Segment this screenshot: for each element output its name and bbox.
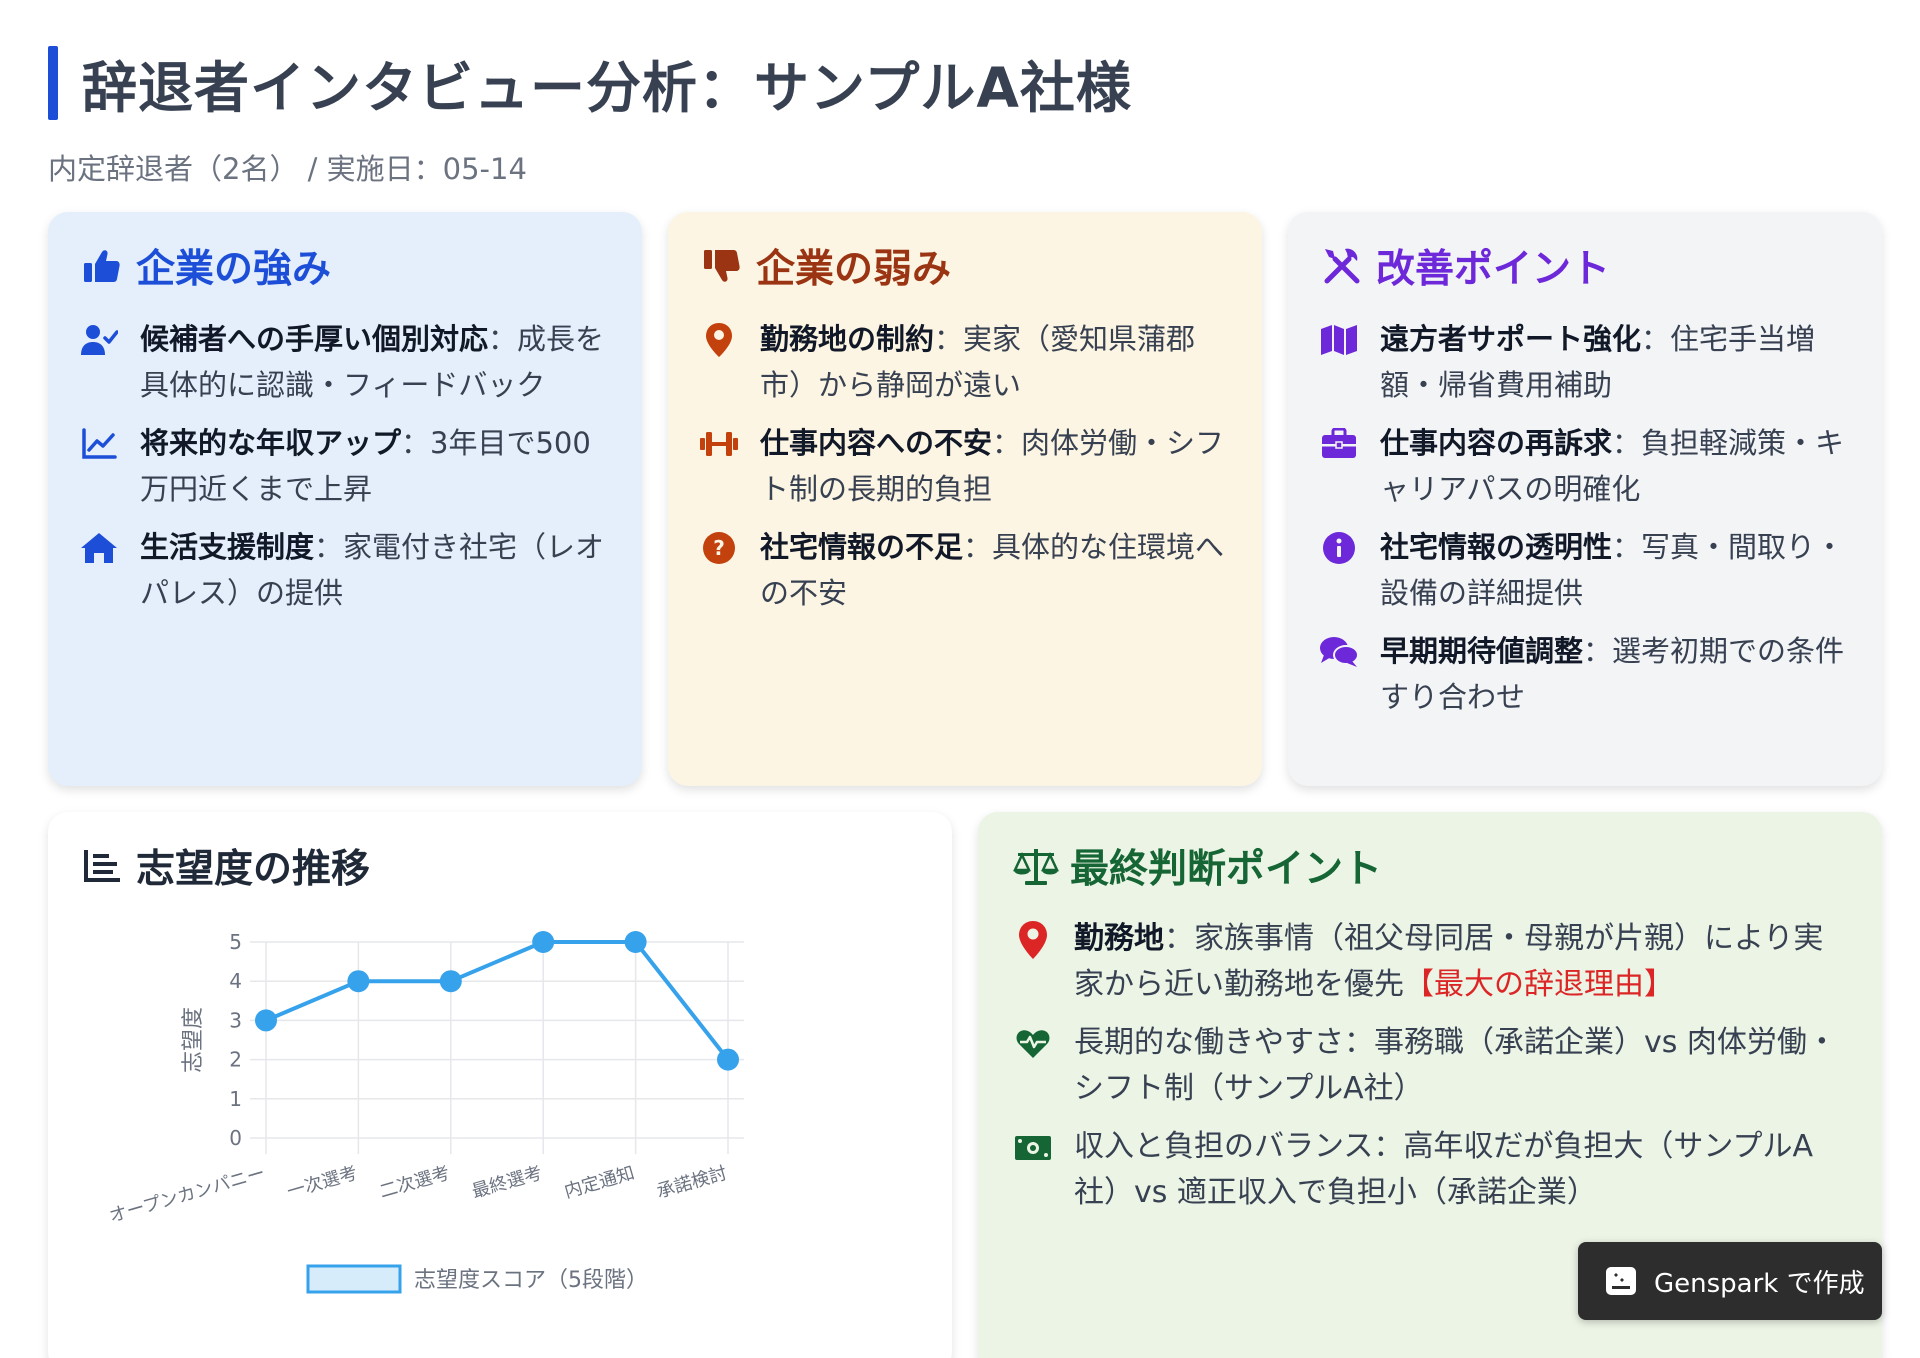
weaknesses-card-title: 企業の弱み bbox=[698, 238, 1232, 294]
weaknesses-list: 勤務地の制約：実家（愛知県蒲郡市）から静岡が遠い 仕事内容への不安：肉体労働・シ… bbox=[698, 316, 1232, 616]
briefcase-icon bbox=[1318, 423, 1360, 465]
money-bill-icon bbox=[1012, 1127, 1054, 1169]
x-tick-label: 最終選考 bbox=[470, 1163, 545, 1203]
line-chart: 0 1 2 3 4 5 オープンカンパニー 一次選考 二次選考 最終選考 内定通知 承諾検討 志望度志望… bbox=[107, 930, 744, 1294]
thumbs-up-icon bbox=[78, 242, 126, 290]
page-subtitle: 内定辞退者（2名） / 実施日：05-14 bbox=[48, 152, 527, 186]
data-point bbox=[255, 1009, 277, 1032]
home-icon bbox=[78, 527, 120, 569]
final-list: 勤務地：家族事情（祖父母同居・母親が片親）により実家から近い勤務地を優先【最大の… bbox=[1012, 916, 1848, 1216]
data-point bbox=[532, 931, 555, 953]
chart-card-title: 志望度の推移 bbox=[78, 838, 922, 894]
genspark-icon bbox=[1606, 1267, 1636, 1295]
list-item-text: 仕事内容の再訴求：負担軽減策・キャリアパスの明確化 bbox=[1380, 426, 1845, 506]
list-item-text: 勤務地：家族事情（祖父母同居・母親が片親）により実家から近い勤務地を優先【最大の… bbox=[1074, 921, 1824, 1002]
list-item: 収入と負担のバランス：高年収だが負担大（サンプルA社）vs 適正収入で負担小（承… bbox=[1012, 1124, 1848, 1216]
chart-title-text: 志望度の推移 bbox=[136, 847, 371, 892]
data-point bbox=[717, 1048, 739, 1071]
x-tick-label: オープンカンパニー bbox=[107, 1163, 267, 1228]
final-title-text: 最終判断ポイント bbox=[1070, 847, 1383, 892]
final-card-title: 最終判断ポイント bbox=[1012, 838, 1848, 894]
x-tick-label: 一次選考 bbox=[285, 1163, 360, 1203]
improvements-card-title: 改善ポイント bbox=[1318, 238, 1852, 294]
legend-swatch bbox=[306, 1264, 402, 1294]
chart-card: 志望度の推移 0 1 2 3 4 5 オープンカンパニー 一次選考 二次選考 最終選考 内定通知 承諾… bbox=[48, 812, 952, 1358]
list-item-text: 仕事内容への不安：肉体労働・シフト制の長期的負担 bbox=[760, 426, 1225, 506]
strengths-title-text: 企業の強み bbox=[136, 247, 332, 292]
heartbeat-icon bbox=[1012, 1023, 1054, 1065]
list-item: 将来的な年収アップ：3年目で500万円近くまで上昇 bbox=[78, 420, 612, 512]
page-header: 辞退者インタビュー分析：サンプルA社様 内定辞退者（2名） / 実施日：05-1… bbox=[48, 46, 1848, 188]
list-item-text: 社宅情報の不足：具体的な住環境への不安 bbox=[760, 530, 1225, 610]
map-pin-icon bbox=[698, 319, 740, 361]
list-item: 社宅情報の透明性：写真・間取り・設備の詳細提供 bbox=[1318, 524, 1852, 616]
y-tick-label: 1 bbox=[229, 1087, 242, 1111]
weaknesses-card: 企業の弱み 勤務地の制約：実家（愛知県蒲郡市）から静岡が遠い 仕事内容への不安：… bbox=[668, 212, 1262, 786]
x-tick-label: 内定通知 bbox=[562, 1163, 637, 1203]
list-item-text: 生活支援制度：家電付き社宅（レオパレス）の提供 bbox=[140, 530, 605, 610]
list-item: 候補者への手厚い個別対応：成長を具体的に認識・フィードバック bbox=[78, 316, 612, 408]
legend-label: 志望度スコア（5段階） bbox=[414, 1268, 648, 1293]
user-check-icon bbox=[78, 319, 120, 361]
y-tick-label: 2 bbox=[229, 1048, 242, 1072]
strengths-list: 候補者への手厚い個別対応：成長を具体的に認識・フィードバック 将来的な年収アップ… bbox=[78, 316, 612, 616]
data-point bbox=[624, 931, 647, 953]
tools-icon bbox=[1318, 242, 1366, 290]
y-axis-label: 志望度 bbox=[181, 1007, 206, 1073]
weaknesses-title-text: 企業の弱み bbox=[756, 247, 952, 292]
list-item-text: 遠方者サポート強化：住宅手当増額・帰省費用補助 bbox=[1380, 322, 1816, 402]
page-title: 辞退者インタビュー分析：サンプルA社様 bbox=[82, 56, 1132, 120]
x-tick-label: 承諾検討 bbox=[654, 1163, 729, 1203]
chart-line-icon bbox=[78, 423, 120, 465]
badge-label: Genspark で作成 bbox=[1654, 1268, 1865, 1299]
list-item-text: 長期的な働きやすさ：事務職（承諾企業）vs 肉体労働・シフト制（サンプルA社） bbox=[1074, 1025, 1837, 1106]
strengths-card: 企業の強み 候補者への手厚い個別対応：成長を具体的に認識・フィードバック 将来的… bbox=[48, 212, 642, 786]
svg-text:?: ? bbox=[713, 536, 725, 560]
list-item: 長期的な働きやすさ：事務職（承諾企業）vs 肉体労働・シフト制（サンプルA社） bbox=[1012, 1020, 1848, 1112]
list-item-text: 収入と負担のバランス：高年収だが負担大（サンプルA社）vs 適正収入で負担小（承… bbox=[1074, 1129, 1814, 1210]
list-item-text: 候補者への手厚い個別対応：成長を具体的に認識・フィードバック bbox=[140, 322, 605, 402]
info-circle-icon bbox=[1318, 527, 1360, 569]
thumbs-down-icon bbox=[698, 242, 746, 290]
list-item: 勤務地：家族事情（祖父母同居・母親が片親）により実家から近い勤務地を優先【最大の… bbox=[1012, 916, 1848, 1008]
question-circle-icon: ? bbox=[698, 527, 740, 569]
list-item: 仕事内容への不安：肉体労働・シフト制の長期的負担 bbox=[698, 420, 1232, 512]
y-tick-label: 0 bbox=[229, 1126, 242, 1150]
data-point bbox=[439, 970, 462, 993]
improvements-card: 改善ポイント 遠方者サポート強化：住宅手当増額・帰省費用補助 仕事内容の再訴求：… bbox=[1288, 212, 1882, 786]
list-item-text: 早期期待値調整：選考初期での条件すり合わせ bbox=[1380, 634, 1845, 714]
list-item-text: 将来的な年収アップ：3年目で500万円近くまで上昇 bbox=[140, 426, 591, 506]
data-point bbox=[347, 970, 370, 993]
list-item: 生活支援制度：家電付き社宅（レオパレス）の提供 bbox=[78, 524, 612, 616]
x-tick-label: 二次選考 bbox=[377, 1163, 452, 1203]
balance-scale-icon bbox=[1012, 842, 1060, 890]
y-tick-label: 4 bbox=[229, 969, 242, 993]
list-item: 仕事内容の再訴求：負担軽減策・キャリアパスの明確化 bbox=[1318, 420, 1852, 512]
location-pin-icon bbox=[1012, 919, 1054, 961]
comments-icon bbox=[1318, 631, 1360, 673]
highlight-text: 【最大の辞退理由】 bbox=[1404, 967, 1674, 1002]
strengths-card-title: 企業の強み bbox=[78, 238, 612, 294]
map-icon bbox=[1318, 319, 1360, 361]
list-item: 早期期待値調整：選考初期での条件すり合わせ bbox=[1318, 628, 1852, 720]
list-item: ? 社宅情報の不足：具体的な住環境への不安 bbox=[698, 524, 1232, 616]
title-accent-bar bbox=[48, 46, 58, 120]
series-line bbox=[265, 940, 730, 1061]
genspark-badge-button[interactable]: Genspark で作成 bbox=[1578, 1242, 1882, 1320]
list-item: 遠方者サポート強化：住宅手当増額・帰省費用補助 bbox=[1318, 316, 1852, 408]
improvements-list: 遠方者サポート強化：住宅手当増額・帰省費用補助 仕事内容の再訴求：負担軽減策・キ… bbox=[1318, 316, 1852, 720]
y-tick-label: 5 bbox=[229, 930, 242, 954]
list-item-text: 社宅情報の透明性：写真・間取り・設備の詳細提供 bbox=[1380, 530, 1845, 610]
dumbbell-icon bbox=[698, 423, 740, 465]
list-ol-icon bbox=[78, 842, 126, 890]
improvements-title-text: 改善ポイント bbox=[1376, 247, 1611, 292]
list-item-text: 勤務地の制約：実家（愛知県蒲郡市）から静岡が遠い bbox=[760, 322, 1196, 402]
list-item: 勤務地の制約：実家（愛知県蒲郡市）から静岡が遠い bbox=[698, 316, 1232, 408]
title-row: 辞退者インタビュー分析：サンプルA社様 bbox=[48, 46, 1848, 120]
y-tick-label: 3 bbox=[229, 1008, 242, 1032]
